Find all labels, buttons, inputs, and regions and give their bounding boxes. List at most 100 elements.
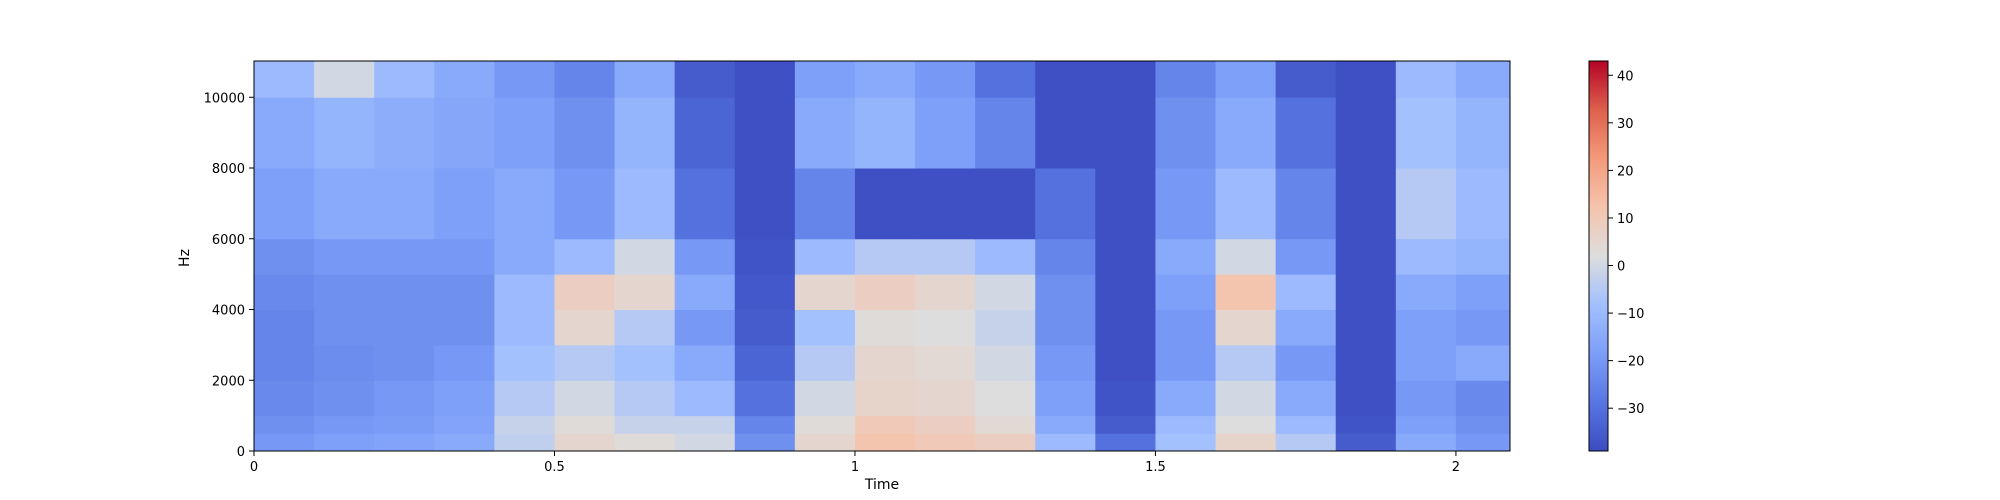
- heatmap-cell: [975, 97, 1036, 169]
- heatmap-cell: [554, 61, 616, 98]
- heatmap-cell: [254, 433, 315, 452]
- heatmap-cell: [1095, 238, 1156, 275]
- heatmap-cell: [254, 97, 315, 169]
- heatmap-cell: [314, 415, 375, 434]
- heatmap-cell: [854, 61, 916, 98]
- heatmap-cell: [975, 380, 1036, 417]
- heatmap-cell: [614, 415, 676, 434]
- heatmap-cell: [1395, 97, 1457, 169]
- heatmap-cell: [975, 274, 1036, 310]
- heatmap-cell: [554, 344, 616, 381]
- heatmap-cell: [915, 415, 976, 434]
- heatmap-cell: [254, 415, 315, 434]
- heatmap-cell: [1335, 238, 1397, 275]
- heatmap-cell: [614, 380, 676, 417]
- heatmap-cell: [254, 309, 315, 346]
- heatmap-cell: [1275, 380, 1337, 417]
- y-tick-label: 0: [237, 445, 245, 460]
- heatmap-cell: [734, 61, 796, 98]
- heatmap-cell: [1275, 415, 1337, 434]
- heatmap-cell: [1335, 344, 1397, 381]
- heatmap-cell: [434, 97, 495, 169]
- heatmap-cell: [674, 380, 736, 417]
- heatmap-cell: [674, 415, 736, 434]
- heatmap-cell: [1335, 97, 1397, 169]
- heatmap-cell: [254, 168, 315, 240]
- heatmap-cell: [1095, 344, 1156, 381]
- heatmap-cell: [254, 61, 315, 98]
- heatmap-cell: [1035, 433, 1096, 452]
- heatmap-cell: [794, 415, 856, 434]
- heatmap-cell: [614, 61, 676, 98]
- heatmap-cell: [314, 380, 375, 417]
- heatmap-cell: [374, 344, 435, 381]
- heatmap-cell: [1215, 97, 1277, 169]
- heatmap-cell: [975, 344, 1036, 381]
- heatmap-cell: [314, 97, 375, 169]
- heatmap-cell: [674, 97, 736, 169]
- heatmap-cell: [1455, 309, 1511, 346]
- heatmap-cell: [494, 238, 555, 275]
- heatmap-cell: [1395, 309, 1457, 346]
- heatmap-cell: [1455, 168, 1511, 240]
- heatmap-cell: [374, 309, 435, 346]
- heatmap-cell: [915, 344, 976, 381]
- heatmap-cell: [854, 168, 916, 240]
- x-axis: 0 0.5 1 1.5 2: [250, 451, 1460, 475]
- heatmap-cell: [1035, 97, 1096, 169]
- heatmap-cell: [1155, 238, 1217, 275]
- heatmap-cell: [434, 309, 495, 346]
- heatmap-cell: [975, 309, 1036, 346]
- heatmap-cell: [1275, 168, 1337, 240]
- heatmap-cell: [1455, 274, 1511, 310]
- heatmap-cell: [554, 97, 616, 169]
- heatmap-cell: [1455, 238, 1511, 275]
- heatmap-cell: [434, 433, 495, 452]
- heatmap-cell: [1215, 168, 1277, 240]
- heatmap-cell: [1275, 344, 1337, 381]
- heatmap-cell: [1215, 380, 1277, 417]
- heatmap-cell: [1095, 97, 1156, 169]
- heatmap-cell: [494, 274, 555, 310]
- heatmap-cell: [554, 433, 616, 452]
- heatmap-cell: [1395, 274, 1457, 310]
- heatmap-cell: [374, 238, 435, 275]
- heatmap-cell: [434, 274, 495, 310]
- heatmap-cell: [434, 168, 495, 240]
- y-axis-label: Hz: [177, 249, 193, 267]
- y-tick-label: 2000: [212, 374, 245, 389]
- heatmap-cell: [494, 168, 555, 240]
- heatmap-cell: [1215, 274, 1277, 310]
- heatmap-cell: [1215, 61, 1277, 98]
- heatmap-cell: [1035, 238, 1096, 275]
- heatmap-cell: [1395, 168, 1457, 240]
- heatmap-cell: [794, 433, 856, 452]
- heatmap-cell: [434, 380, 495, 417]
- x-tick-label: 2: [1452, 460, 1460, 475]
- heatmap-cell: [674, 309, 736, 346]
- heatmap-cell: [254, 274, 315, 310]
- heatmap-cell: [975, 238, 1036, 275]
- heatmap-cell: [1155, 380, 1217, 417]
- heatmap-cell: [494, 433, 555, 452]
- x-tick-label: 0: [250, 460, 258, 475]
- heatmap-cell: [1095, 168, 1156, 240]
- heatmap-cell: [674, 274, 736, 310]
- heatmap-cell: [1155, 415, 1217, 434]
- heatmap-cell: [854, 309, 916, 346]
- heatmap-cell: [374, 433, 435, 452]
- heatmap-cell: [1035, 344, 1096, 381]
- plot-area: [253, 60, 1511, 452]
- heatmap-cell: [1395, 61, 1457, 98]
- colorbar-tick-label: 40: [1617, 69, 1634, 84]
- heatmap-cell: [254, 344, 315, 381]
- heatmap-cell: [614, 274, 676, 310]
- heatmap-cell: [554, 415, 616, 434]
- heatmap-cell: [1155, 97, 1217, 169]
- heatmap-cell: [1095, 415, 1156, 434]
- heatmap-cell: [1215, 344, 1277, 381]
- heatmap-cell: [1215, 415, 1277, 434]
- heatmap-cell: [614, 344, 676, 381]
- heatmap-cell: [915, 97, 976, 169]
- colorbar-tick-label: 30: [1617, 117, 1634, 132]
